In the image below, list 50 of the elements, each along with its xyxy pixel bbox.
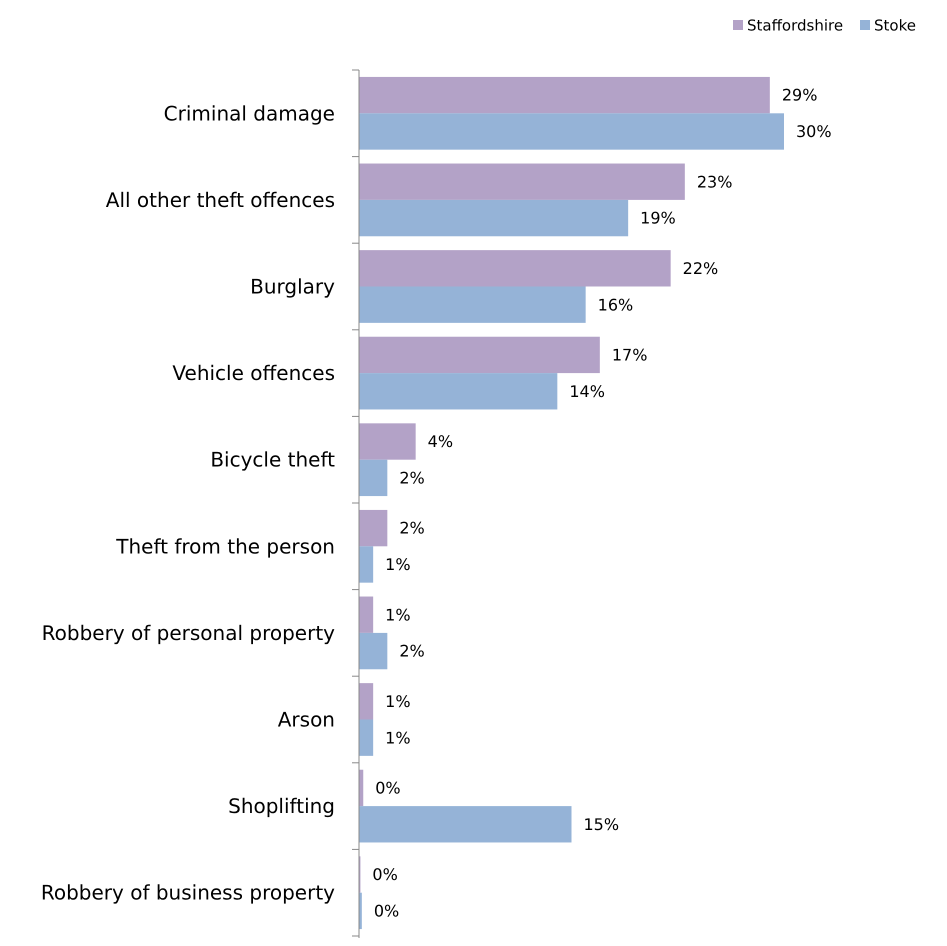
data-label: 19% [640, 208, 676, 228]
y-tick-label: Burglary [250, 274, 336, 298]
data-label: 23% [696, 172, 732, 192]
y-tick-label: Robbery of business property [40, 880, 336, 905]
bar [359, 164, 685, 200]
data-label: 1% [385, 728, 411, 748]
data-label: 16% [598, 295, 634, 314]
bar [359, 286, 586, 323]
data-label: 2% [399, 642, 425, 661]
bar [359, 460, 388, 496]
bar [359, 683, 374, 720]
data-label: 1% [385, 692, 411, 711]
bar [359, 770, 364, 806]
y-tick-label: Arson [278, 708, 335, 732]
data-label: 1% [385, 605, 411, 624]
bar [359, 806, 572, 842]
y-tick-label: Vehicle offences [172, 361, 335, 386]
y-tick-label: Shoplifting [228, 794, 335, 818]
bar [359, 200, 628, 236]
bar [359, 596, 374, 633]
data-label: 14% [569, 382, 605, 401]
bar [359, 510, 388, 546]
data-label: 15% [584, 814, 620, 834]
data-label: 2% [399, 468, 425, 488]
bar [359, 76, 770, 114]
bar [359, 373, 558, 410]
y-tick-label: Bicycle theft [210, 448, 336, 472]
bar [359, 423, 416, 460]
bar [359, 546, 374, 583]
data-label: 4% [428, 432, 454, 452]
bar [359, 632, 388, 670]
y-tick-label: Criminal damage [164, 101, 335, 126]
y-tick-label: All other theft offences [106, 188, 335, 212]
data-label: 17% [612, 346, 648, 365]
legend-label: Stoke [874, 16, 916, 34]
data-label: 30% [796, 122, 832, 142]
data-label: 29% [782, 86, 818, 105]
data-label: 22% [682, 258, 718, 278]
y-tick-label: Theft from the person [115, 534, 335, 558]
legend-label: Staffordshire [747, 16, 844, 34]
data-label: 0% [374, 901, 400, 920]
data-label: 1% [385, 555, 411, 574]
data-label: 2% [399, 518, 425, 538]
bar [359, 720, 374, 756]
bar [359, 250, 671, 286]
data-label: 0% [372, 865, 398, 884]
data-label: 0% [375, 778, 401, 798]
bar [359, 113, 784, 150]
y-tick-label: Robbery of personal property [42, 620, 336, 645]
bar [359, 336, 600, 374]
